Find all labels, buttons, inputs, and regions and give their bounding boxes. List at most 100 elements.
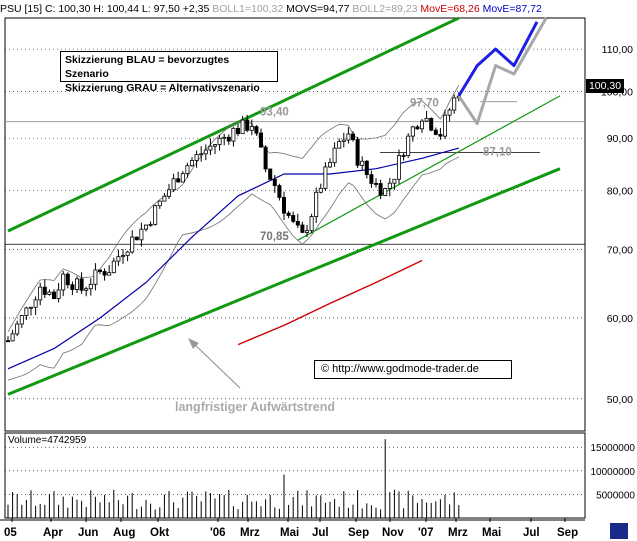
bollinger-upper [7,85,460,332]
candle-body [189,160,194,167]
candle-body [406,135,411,157]
candle-body [240,119,245,135]
candle-body [84,288,89,291]
candle-body [314,191,319,218]
candle-body [258,132,263,148]
candle-body [373,183,378,185]
candle-body [153,205,158,225]
y-tick-label: 50,00 [607,394,633,406]
candle-body [300,224,305,233]
candle-body [318,187,323,193]
candle-body [134,236,139,241]
candle-body [442,114,447,137]
candle-body [143,224,148,230]
candle-body [28,306,33,309]
candle-body [291,215,296,222]
candle-body [70,284,75,290]
level-label-8710: 87,10 [483,147,512,159]
candle-body [111,260,116,274]
y-tick-label: 80,00 [607,185,633,197]
candle-body [337,140,342,149]
candle-body [15,323,20,335]
candle-body [79,278,84,291]
candle-body [355,139,360,166]
candle-body [415,126,420,130]
x-tick-label: Mai [482,527,501,539]
label-layer: 110,00100,0090,0080,0070,0060,0050,00150… [4,44,635,539]
header-high: H: 100,44 [93,3,139,15]
candle-body [33,299,38,308]
header-move-blue: MovE=87,72 [482,3,542,15]
candle-body [222,136,227,139]
candle-body [93,269,98,285]
level-label-9340: 93,40 [260,107,289,119]
header-move-red: MovE=68,26 [420,3,480,15]
x-tick-label: Jul [523,527,540,539]
candle-body [387,182,392,189]
candle-body [199,153,204,156]
header-bar: PSU [15] C: 100,30 H: 100,44 L: 97,50 +2… [0,3,542,15]
last-price-tag: 100,30 [586,79,624,93]
candle-body [10,333,15,342]
candle-body [121,255,126,258]
candle-body [116,256,121,262]
candle-body [281,197,286,214]
candle-body [38,286,43,301]
legend-line-grey: Skizzierung GRAU = Alternativszenario [65,82,260,94]
candle-body [75,278,80,290]
candle-body [401,155,406,157]
x-tick-label: Mrz [448,527,468,539]
candle-body [364,160,369,176]
candle-body [309,216,314,232]
candle-body [24,307,29,316]
level-label-7085: 70,85 [260,231,289,243]
header-boll1: BOLL1=100,32 [212,3,284,15]
candle-body [107,272,112,276]
candle-body [42,286,47,295]
candle-body [378,183,383,196]
header-symbol: PSU [15] [0,3,43,15]
candle-body [125,251,130,256]
candle-body [203,149,208,155]
moving-average-blue [7,147,459,370]
x-tick-label: Sep [557,527,578,539]
candle-body [245,119,250,131]
x-tick-label: Aug [113,527,135,539]
candle-body [139,228,144,241]
x-tick-label: Nov [382,527,404,539]
candle-body [350,133,355,140]
volume-panel-frame [4,432,586,519]
candle-body [447,109,452,116]
candle-body [277,185,282,198]
y-tick-label: 70,00 [607,245,633,257]
candle-body [185,165,190,175]
candle-body [341,139,346,142]
candle-body [323,166,328,189]
x-tick-label: '07 [418,527,434,539]
candle-body [235,127,240,135]
candle-body [268,168,273,180]
candle-body [19,315,24,325]
header-close: C: 100,30 [44,3,91,15]
navigation-arrow-icon[interactable] [610,523,628,539]
candle-body [346,133,351,141]
volume-tick-label: 15000000 [591,443,636,454]
header-change: +2,35 [182,3,210,15]
candle-body [369,174,374,184]
x-tick-label: Mai [280,527,299,539]
candle-body [52,291,57,300]
x-tick-label: 05 [4,527,17,539]
candle-body [304,230,309,233]
candle-body [286,212,291,216]
candle-body [130,236,135,253]
header-movs: MOVS=94,77 [286,3,350,15]
y-tick-label: 110,00 [602,44,633,56]
candle-body [226,136,231,142]
candle-body [438,134,443,137]
candle-body [180,173,185,183]
candle-body [254,126,259,134]
level-label-9770: 97,70 [410,98,439,110]
x-tick-label: Sep [348,527,369,539]
header-low: L: 97,50 [141,3,180,15]
